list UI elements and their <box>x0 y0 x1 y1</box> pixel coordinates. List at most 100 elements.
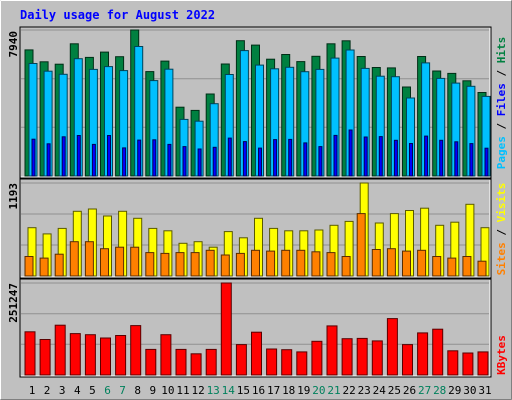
legend-hits: Hits <box>495 37 508 64</box>
panel-frame <box>19 278 492 378</box>
bar-sites-day-10 <box>160 252 170 277</box>
bar-pages-day-16 <box>258 147 262 177</box>
bar-sites-day-3 <box>54 253 64 277</box>
bar-pages-day-13 <box>212 146 217 177</box>
bar-sites-day-23 <box>356 213 366 277</box>
panel-hits-files-pages: 7940 Pages / Files / Hits <box>7 26 508 179</box>
x-tick-label: 25 <box>388 384 401 397</box>
x-tick-label: 5 <box>89 384 96 397</box>
bar-pages-day-7 <box>122 147 127 177</box>
x-tick-label: 20 <box>312 384 325 397</box>
bar-kbytes-day-2 <box>39 339 51 376</box>
bar-pages-day-1 <box>31 138 36 177</box>
bars-visits-sites <box>21 182 490 277</box>
chart-title: Daily usage for August 2022 <box>20 8 215 22</box>
y-axis-label: KBytes <box>495 335 508 375</box>
bar-kbytes-day-4 <box>69 333 81 376</box>
bar-pages-day-23 <box>363 136 368 177</box>
bar-pages-day-30 <box>469 143 474 177</box>
bar-kbytes-day-10 <box>160 334 172 376</box>
x-axis-day-labels: 1 2 3 4 5 6 7 8 9 10 11 12 13 14 15 16 17 18 19 20 21 22 23 24 2… <box>29 384 492 397</box>
legend-pages: Pages <box>495 136 508 169</box>
x-tick-label: 4 <box>74 384 81 397</box>
bar-kbytes-day-25 <box>386 318 398 376</box>
x-tick-label: 18 <box>282 384 295 397</box>
bar-sites-day-14 <box>220 254 230 277</box>
bar-pages-day-19 <box>303 142 308 177</box>
bar-kbytes-day-3 <box>54 324 66 376</box>
bar-sites-day-2 <box>39 257 49 277</box>
legend-separator: / <box>495 222 508 242</box>
bar-pages-day-25 <box>393 139 398 177</box>
bar-kbytes-day-5 <box>84 334 96 376</box>
y-axis-label: Sites / Visits <box>495 183 508 276</box>
bar-pages-day-14 <box>227 137 232 177</box>
bar-pages-day-15 <box>242 141 247 177</box>
bar-sites-day-29 <box>447 257 457 277</box>
bar-pages-day-27 <box>424 135 429 177</box>
bar-pages-day-18 <box>288 138 293 177</box>
bar-sites-day-27 <box>417 249 427 277</box>
bar-kbytes-day-21 <box>326 325 338 376</box>
bar-pages-day-28 <box>439 139 444 177</box>
bar-sites-day-30 <box>462 256 472 277</box>
bar-kbytes-day-18 <box>281 349 293 376</box>
bar-sites-day-4 <box>69 241 79 277</box>
legend-visits: Visits <box>495 183 508 223</box>
x-tick-label: 14 <box>222 384 236 397</box>
panel-frame <box>19 178 492 279</box>
bar-sites-day-12 <box>190 252 200 277</box>
bar-pages-day-20 <box>318 146 323 177</box>
bar-kbytes-day-1 <box>24 331 36 376</box>
x-tick-label: 12 <box>191 384 204 397</box>
bar-sites-day-16 <box>251 249 260 277</box>
x-tick-label: 19 <box>297 384 310 397</box>
bar-kbytes-day-23 <box>356 337 368 376</box>
bar-kbytes-day-30 <box>462 352 474 376</box>
y-axis-label: Pages / Files / Hits <box>495 37 508 170</box>
x-tick-label: 2 <box>44 384 51 397</box>
bars-kbytes <box>21 282 489 376</box>
x-tick-label: 16 <box>252 384 265 397</box>
x-tick-label: 3 <box>59 384 66 397</box>
bar-sites-day-31 <box>477 260 487 277</box>
bars-hits-files-pages <box>21 29 491 177</box>
x-tick-label: 15 <box>237 384 250 397</box>
y-max-label: 1193 <box>7 183 20 210</box>
x-tick-label: 10 <box>161 384 174 397</box>
bar-sites-day-9 <box>145 252 155 277</box>
x-tick-label: 8 <box>134 384 141 397</box>
bar-kbytes-day-28 <box>432 328 444 376</box>
bar-kbytes-day-24 <box>371 340 383 376</box>
panel-frame <box>19 26 492 179</box>
bar-kbytes-day-17 <box>266 348 278 376</box>
legend-sites: Sites <box>495 242 508 275</box>
bar-sites-day-13 <box>205 249 215 277</box>
bar-kbytes-day-19 <box>296 351 308 376</box>
bar-kbytes-day-29 <box>447 350 459 376</box>
bar-sites-day-15 <box>235 252 245 277</box>
bar-pages-day-26 <box>409 143 413 177</box>
x-tick-label: 27 <box>418 384 431 397</box>
y-max-label: 251247 <box>7 283 20 323</box>
bar-pages-day-29 <box>454 141 459 177</box>
bar-sites-day-17 <box>266 250 276 277</box>
bar-kbytes-day-8 <box>130 325 142 376</box>
legend-kbytes: KBytes <box>495 335 508 375</box>
x-tick-label: 17 <box>267 384 280 397</box>
bar-kbytes-day-14 <box>220 282 232 376</box>
bar-kbytes-day-13 <box>205 348 217 376</box>
x-tick-label: 21 <box>327 384 340 397</box>
x-tick-label: 28 <box>433 384 446 397</box>
x-tick-label: 9 <box>149 384 156 397</box>
bar-kbytes-day-20 <box>311 340 323 376</box>
bar-sites-day-25 <box>386 248 396 277</box>
bar-kbytes-day-31 <box>477 351 489 376</box>
bar-sites-day-1 <box>24 256 34 277</box>
x-tick-label: 26 <box>403 384 416 397</box>
bar-sites-day-26 <box>402 250 411 277</box>
x-tick-label: 29 <box>448 384 461 397</box>
y-max-label: 7940 <box>7 31 20 58</box>
bar-pages-day-10 <box>167 143 172 177</box>
